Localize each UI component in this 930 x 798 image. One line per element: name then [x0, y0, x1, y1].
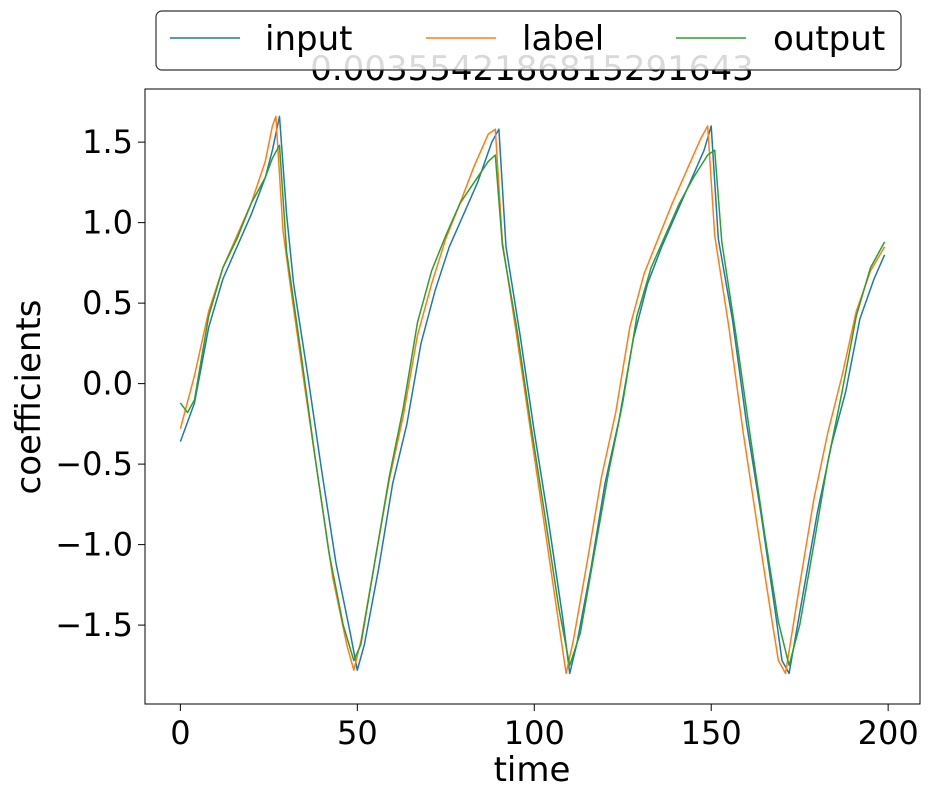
y-tick-label: 1.5	[82, 123, 133, 161]
y-tick-label: 0.5	[82, 284, 133, 322]
plot-area-frame	[144, 88, 921, 705]
y-tick-label: −0.5	[55, 445, 133, 483]
x-axis-label: time	[494, 750, 571, 790]
y-axis: −1.5 −1.0 −0.5 0.0 0.5 1.0 1.5	[55, 123, 145, 644]
y-tick-label: 0.0	[82, 365, 133, 403]
x-tick-label: 100	[504, 714, 565, 752]
legend: input label output	[155, 10, 902, 71]
y-tick-label: −1.0	[55, 526, 133, 564]
legend-label-output: output	[773, 19, 885, 59]
y-axis-label: coefficients	[9, 300, 49, 495]
y-tick-label: −1.5	[55, 606, 133, 644]
y-tick-label: 1.0	[82, 204, 133, 242]
x-tick-label: 150	[681, 714, 742, 752]
series-line-label	[179, 115, 886, 675]
series-layer	[179, 115, 886, 675]
legend-label-label: label	[522, 19, 604, 59]
series-line-output	[179, 144, 886, 667]
x-axis: 0 50 100 150 200	[170, 704, 919, 752]
legend-label-input: input	[265, 19, 352, 59]
series-line-input	[179, 115, 886, 675]
x-tick-label: 0	[170, 714, 190, 752]
x-tick-label: 50	[337, 714, 378, 752]
x-tick-label: 200	[858, 714, 919, 752]
legend-frame	[155, 10, 902, 71]
